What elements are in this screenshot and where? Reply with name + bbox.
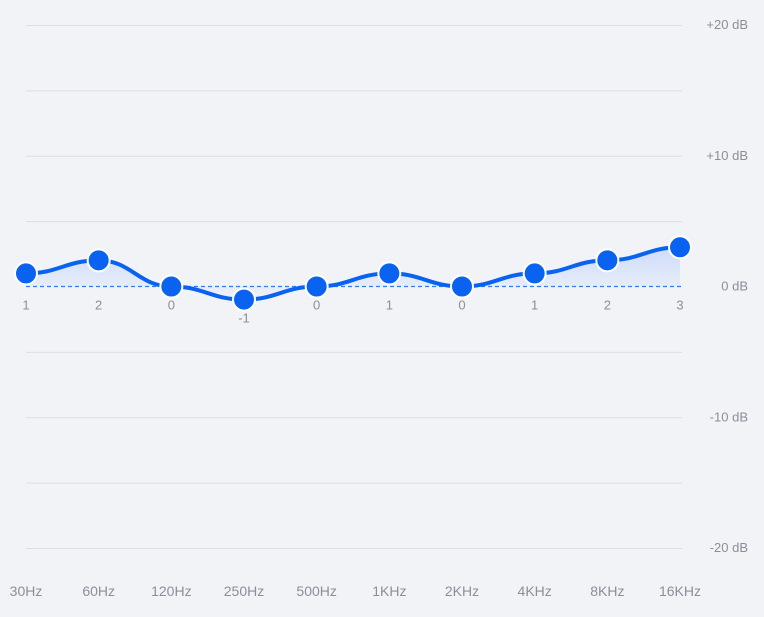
y-tick-label: -20 dB [710, 540, 748, 555]
eq-band-handle-2khz[interactable] [450, 274, 474, 299]
y-tick-label: 0 dB [721, 279, 748, 294]
y-tick-label: +20 dB [706, 17, 748, 32]
curve-area [26, 247, 680, 300]
eq-band-handle-60hz[interactable] [86, 248, 111, 273]
data-label: 1 [386, 298, 393, 313]
eq-band-handle-30hz[interactable] [14, 261, 38, 286]
data-label: 3 [676, 298, 683, 313]
data-label: 0 [458, 298, 465, 313]
x-tick-label: 60Hz [82, 583, 115, 599]
data-label: 1 [22, 298, 29, 313]
eq-band-handle-1khz[interactable] [377, 261, 402, 286]
x-tick-label: 4KHz [518, 583, 552, 599]
data-label: 2 [95, 298, 102, 313]
eq-band-handle-120hz[interactable] [159, 274, 184, 299]
eq-points [14, 235, 692, 312]
x-tick-label: 120Hz [151, 583, 191, 599]
data-label: 1 [531, 298, 538, 313]
data-label: 2 [604, 298, 611, 313]
x-tick-label: 8KHz [590, 583, 624, 599]
eq-band-handle-8khz[interactable] [595, 248, 620, 273]
y-tick-label: +10 dB [706, 148, 748, 163]
x-tick-label: 250Hz [224, 583, 264, 599]
x-tick-label: 500Hz [296, 583, 336, 599]
x-axis: 30Hz 60Hz 120Hz 250Hz 500Hz 1KHz 2KHz 4KHz 8KHz 1… [10, 583, 701, 599]
curve-fill [26, 247, 680, 300]
y-axis: +20 dB +10 dB 0 dB -10 dB -20 dB [706, 17, 748, 555]
data-labels: 1 2 0 -1 0 1 0 1 2 3 [22, 298, 683, 326]
x-tick-label: 2KHz [445, 583, 479, 599]
x-tick-label: 30Hz [10, 583, 43, 599]
eq-curve [24, 245, 682, 302]
data-label: -1 [238, 311, 250, 326]
grid-lines [26, 25, 682, 549]
eq-band-handle-16khz[interactable] [668, 235, 692, 260]
eq-band-handle-500hz[interactable] [304, 274, 329, 299]
data-label: 0 [313, 298, 320, 313]
y-tick-label: -10 dB [710, 409, 748, 424]
x-tick-label: 1KHz [372, 583, 406, 599]
data-label: 0 [168, 298, 175, 313]
eq-band-handle-250hz[interactable] [232, 287, 256, 312]
eq-line [24, 245, 682, 302]
x-tick-label: 16KHz [659, 583, 701, 599]
eq-band-handle-4khz[interactable] [522, 261, 547, 286]
